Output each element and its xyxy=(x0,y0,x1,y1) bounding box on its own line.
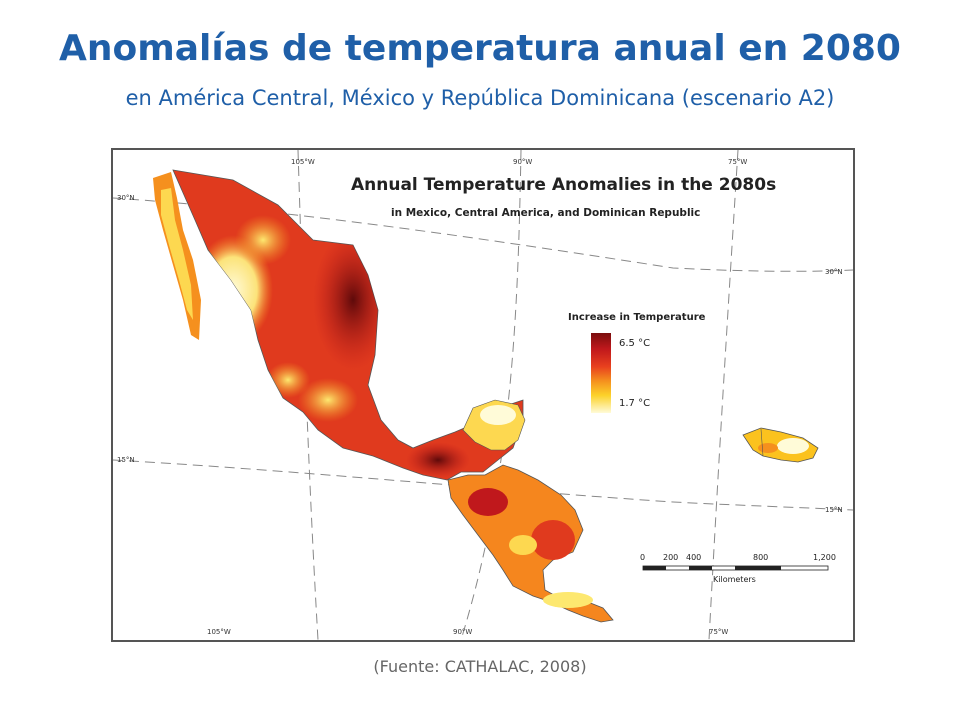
lon-label-top: 105°W xyxy=(291,158,315,166)
lat-label-left: 15°N xyxy=(117,456,135,464)
slide-subtitle: en América Central, México y República D… xyxy=(125,86,835,110)
scale-bar: 0 200 400 800 1,200 Kilometers xyxy=(640,553,836,584)
source-caption: (Fuente: CATHALAC, 2008) xyxy=(373,657,587,676)
baja-california xyxy=(153,172,201,340)
lat-label-right: 30°N xyxy=(825,268,843,276)
coordinate-labels: 105°W 90°W 75°W 105°W 90°W 75°W 30°N 15°… xyxy=(117,158,843,636)
scale-tick-label: 0 xyxy=(640,553,645,562)
scale-tick-label: 800 xyxy=(753,553,768,562)
scale-tick-label: 200 xyxy=(663,553,678,562)
temperature-anomaly-map: 105°W 90°W 75°W 105°W 90°W 75°W 30°N 15°… xyxy=(113,150,853,640)
map-title: Annual Temperature Anomalies in the 2080… xyxy=(351,175,776,195)
lon-label-bottom: 105°W xyxy=(207,628,231,636)
map-panel: 105°W 90°W 75°W 105°W 90°W 75°W 30°N 15°… xyxy=(111,148,855,642)
yucatan-peninsula xyxy=(462,399,526,451)
scale-tick-label: 400 xyxy=(686,553,701,562)
lat-label-left: 30°N xyxy=(117,194,135,202)
lon-label-top: 75°W xyxy=(728,158,747,166)
lon-label-top: 90°W xyxy=(513,158,532,166)
central-america xyxy=(447,464,614,623)
slide-title: Anomalías de temperatura anual en 2080 xyxy=(59,28,901,69)
legend-max-label: 6.5 °C xyxy=(619,338,650,349)
legend-min-label: 1.7 °C xyxy=(619,398,650,409)
map-subtitle: in Mexico, Central America, and Dominica… xyxy=(391,207,700,219)
scale-tick-label: 1,200 xyxy=(813,553,836,562)
graticule xyxy=(113,150,853,640)
legend-title: Increase in Temperature xyxy=(568,312,706,323)
lon-label-bottom: 75°W xyxy=(709,628,728,636)
hispaniola xyxy=(742,427,819,463)
legend-color-ramp xyxy=(591,333,611,413)
scale-unit-label: Kilometers xyxy=(713,575,756,584)
legend: Increase in Temperature 6.5 °C 1.7 °C xyxy=(568,312,706,413)
lon-label-bottom: 90°W xyxy=(453,628,472,636)
lat-label-right: 15°N xyxy=(825,506,843,514)
